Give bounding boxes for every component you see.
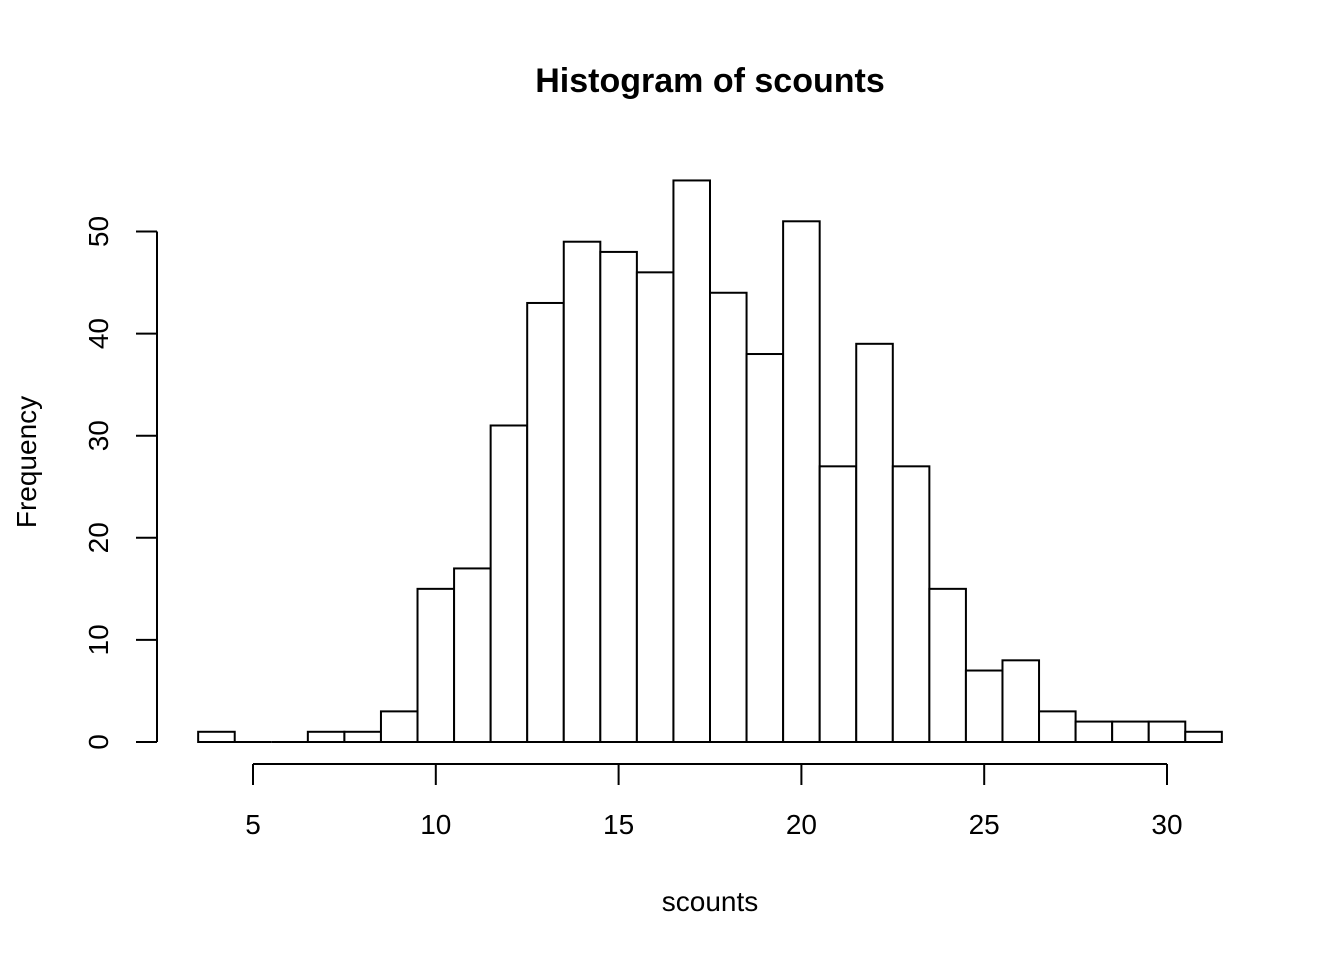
bars-group [197, 179, 1223, 744]
histogram-bar [782, 220, 821, 744]
y-axis-label: Frequency [11, 396, 42, 528]
histogram-bar [453, 567, 492, 743]
histogram-bar [306, 730, 346, 743]
histogram-bar [1147, 720, 1187, 744]
x-axis-label: scounts [662, 886, 759, 917]
x-tick-label: 20 [786, 809, 817, 840]
x-tick-label: 15 [603, 809, 634, 840]
y-tick-label: 10 [83, 624, 114, 655]
histogram-bar [489, 424, 529, 743]
histogram-bar [672, 179, 712, 743]
y-tick-label: 50 [83, 216, 114, 247]
x-axis: 5 10 15 20 25 30 [245, 763, 1183, 840]
chart-title: Histogram of scounts [535, 62, 884, 100]
x-tick-label: 10 [420, 809, 451, 840]
histogram-bar [964, 669, 1004, 744]
x-tick-label: 25 [969, 809, 1000, 840]
histogram-bar [745, 353, 785, 743]
y-tick-label: 40 [83, 318, 114, 349]
histogram-bar [1001, 659, 1041, 744]
histogram-bar [855, 342, 894, 743]
x-tick-label: 30 [1151, 809, 1182, 840]
histogram-bar [709, 291, 748, 743]
histogram-bar [526, 301, 565, 743]
histogram-bar [891, 465, 931, 743]
histogram-bar [197, 730, 236, 743]
y-tick-label: 30 [83, 420, 114, 451]
histogram-bar [818, 465, 858, 743]
histogram-bar [343, 730, 382, 743]
histogram-bar [379, 710, 419, 743]
histogram-bar [1074, 720, 1114, 744]
histogram-bar [599, 250, 638, 743]
histogram-bar [562, 240, 602, 744]
histogram-bar [635, 271, 675, 743]
histogram-bar [928, 587, 967, 743]
y-axis: 0 10 20 30 40 50 [83, 216, 158, 750]
histogram-bar [1184, 730, 1223, 743]
histogram-bar [1038, 710, 1077, 743]
histogram-bar [1111, 720, 1150, 744]
x-tick-label: 5 [245, 809, 261, 840]
y-tick-label: 20 [83, 522, 114, 553]
histogram-bar [416, 587, 456, 743]
y-tick-label: 0 [83, 734, 114, 750]
